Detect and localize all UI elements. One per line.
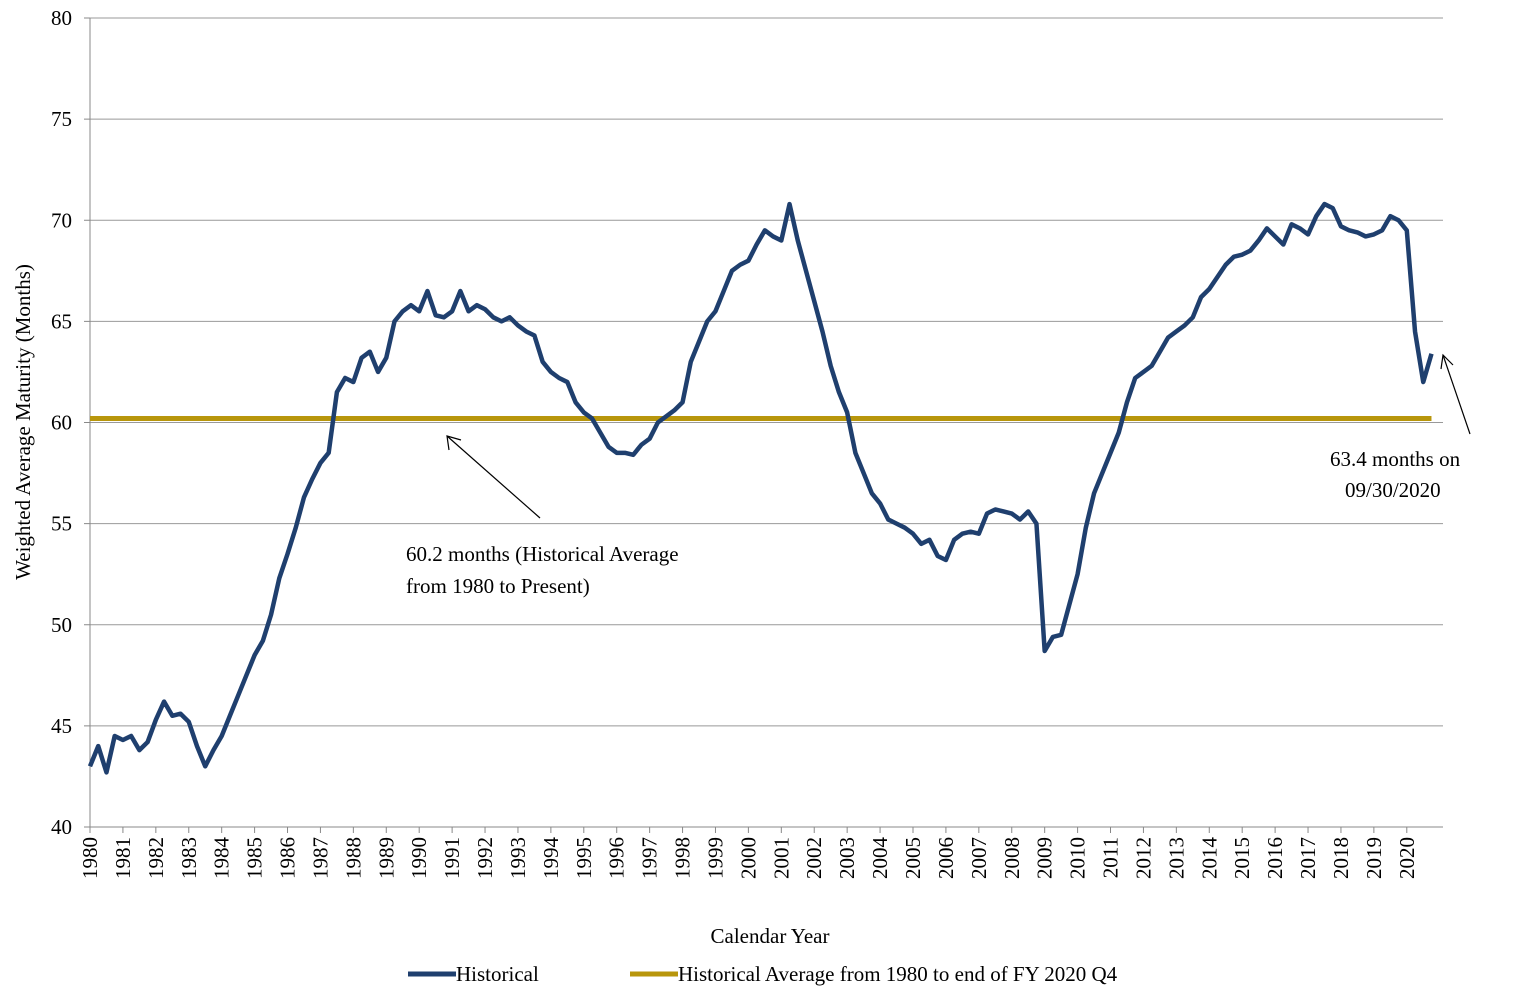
arrow-head — [446, 435, 462, 451]
x-tick-label: 2011 — [1099, 837, 1123, 878]
x-tick-label: 2008 — [1000, 837, 1024, 879]
x-tick-label: 2017 — [1296, 837, 1320, 879]
annotation: 60.2 months (Historical Average — [406, 542, 679, 566]
x-tick-label: 2019 — [1362, 837, 1386, 879]
x-tick-label: 1983 — [177, 837, 201, 879]
y-tick-label: 70 — [51, 208, 72, 232]
x-tick-label: 2006 — [934, 837, 958, 879]
x-tick-label: 1993 — [506, 837, 530, 879]
x-tick-label: 2000 — [736, 837, 760, 879]
x-tick-label: 1995 — [572, 837, 596, 879]
x-tick-label: 1990 — [407, 837, 431, 879]
x-tick-label: 2013 — [1164, 837, 1188, 879]
y-axis-label: Weighted Average Maturity (Months) — [11, 264, 35, 580]
legend-label: Historical — [456, 962, 539, 986]
x-tick-label: 2020 — [1395, 837, 1419, 879]
x-tick-label: 1980 — [78, 837, 102, 879]
x-tick-label: 1996 — [605, 837, 629, 879]
x-tick-label: 1997 — [638, 837, 662, 879]
annotation: 09/30/2020 — [1345, 478, 1441, 502]
x-tick-label: 1985 — [243, 837, 267, 879]
annotation-arrows — [446, 353, 1471, 519]
y-tick-label: 50 — [51, 613, 72, 637]
x-tick-label: 2009 — [1033, 837, 1057, 879]
x-tick-label: 2005 — [901, 837, 925, 879]
x-axis-label: Calendar Year — [711, 924, 830, 948]
x-tick-label: 1998 — [671, 837, 695, 879]
x-tick-label: 2003 — [835, 837, 859, 879]
x-tick-label: 2015 — [1230, 837, 1254, 879]
x-tick-label: 1988 — [341, 837, 365, 879]
x-tick-label: 1991 — [440, 837, 464, 879]
x-tick-label: 1986 — [276, 837, 300, 879]
x-tick-label: 2002 — [802, 837, 826, 879]
y-tick-label: 45 — [51, 714, 72, 738]
x-tick-label: 2004 — [868, 837, 892, 880]
arrow — [446, 435, 541, 519]
x-tick-label: 2012 — [1131, 837, 1155, 879]
x-tick-label: 2010 — [1066, 837, 1090, 879]
x-tick-label: 1987 — [308, 837, 332, 879]
x-tick-label: 1992 — [473, 837, 497, 879]
arrow-head — [1440, 353, 1454, 370]
y-tick-label: 80 — [51, 6, 72, 30]
x-tick-label: 2001 — [769, 837, 793, 879]
x-tick-label: 2016 — [1263, 837, 1287, 879]
y-tick-label: 60 — [51, 411, 72, 435]
x-tick-label: 1994 — [539, 837, 563, 880]
annotation: 63.4 months on — [1330, 447, 1461, 471]
legend-label: Historical Average from 1980 to end of F… — [678, 962, 1118, 986]
x-tick-label: 1999 — [703, 837, 727, 879]
x-tick-label: 2007 — [967, 837, 991, 879]
x-tick-label: 1989 — [374, 837, 398, 879]
x-tick-label: 1982 — [144, 837, 168, 879]
y-tick-label: 75 — [51, 107, 72, 131]
x-tick-label: 2018 — [1329, 837, 1353, 879]
y-tick-label: 55 — [51, 512, 72, 536]
arrow — [1442, 354, 1471, 435]
x-tick-label: 1981 — [111, 837, 135, 879]
annotation: from 1980 to Present) — [406, 574, 590, 598]
series-line — [87, 201, 1434, 775]
y-tick-label: 65 — [51, 309, 72, 333]
y-tick-label: 40 — [51, 815, 72, 839]
x-tick-label: 2014 — [1197, 837, 1221, 880]
x-tick-label: 1984 — [210, 837, 234, 880]
